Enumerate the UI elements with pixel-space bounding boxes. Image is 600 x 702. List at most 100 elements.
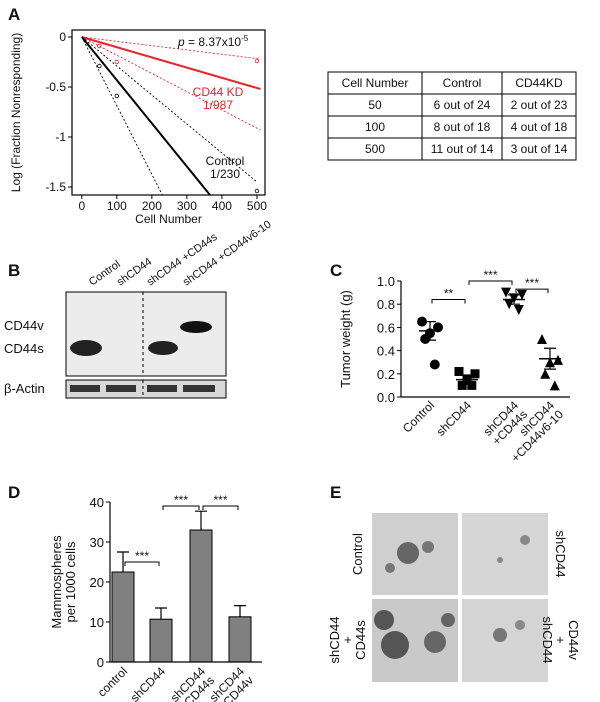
y-tick-label: -0.5 — [45, 80, 66, 94]
x-tick-label: shCD44 — [128, 664, 169, 702]
sphere — [385, 563, 395, 573]
data-point — [470, 369, 480, 379]
bar — [228, 616, 252, 663]
x-tick-label: 0 — [78, 199, 85, 213]
y-tick-label: 0.0 — [377, 390, 395, 405]
error-bar — [508, 294, 520, 305]
data-point — [420, 334, 431, 344]
annotation: p = 8.37x10-5 — [177, 34, 249, 49]
sphere — [374, 610, 394, 630]
band — [183, 385, 215, 392]
panel-label: A — [8, 5, 20, 24]
table-cell: CD44KD — [515, 76, 563, 90]
y-tick-label: 0 — [97, 655, 104, 670]
data-point — [553, 354, 563, 365]
confidence-line — [81, 36, 261, 131]
table-cell: 100 — [365, 120, 385, 134]
image — [462, 513, 548, 595]
significance-bracket — [431, 299, 466, 304]
band — [147, 385, 177, 392]
y-tick-label: 0.2 — [377, 367, 395, 382]
error-bar — [117, 551, 129, 572]
image-label: shCD44 — [327, 617, 342, 664]
data-point — [417, 316, 427, 327]
data-point — [549, 380, 560, 391]
data-point — [254, 188, 260, 194]
sphere — [422, 541, 434, 553]
x-tick-label: 300 — [177, 199, 197, 213]
band-label: β-Actin — [4, 381, 45, 396]
data-point — [454, 366, 464, 376]
table-cell: 4 out of 18 — [511, 120, 568, 134]
data-point — [537, 334, 547, 344]
line-label: CD44 KD — [193, 85, 244, 99]
significance-label: *** — [174, 493, 188, 507]
image — [462, 599, 548, 682]
significance-bracket — [124, 561, 160, 566]
sphere — [515, 620, 525, 630]
sphere — [493, 628, 507, 642]
x-axis-title: Cell Number — [135, 212, 202, 226]
significance-label: ** — [444, 287, 454, 301]
confidence-line — [81, 36, 258, 183]
table-cell: Control — [443, 76, 482, 90]
error-bar — [544, 347, 556, 370]
data-point — [517, 289, 527, 300]
y-tick-label: 20 — [90, 575, 104, 590]
data-point — [97, 43, 102, 49]
table-cell: 500 — [365, 142, 385, 156]
y-tick-label: -1.5 — [45, 180, 66, 194]
y-tick-label: 0.6 — [377, 320, 395, 335]
significance-bracket — [515, 288, 549, 294]
x-tick-label: Control — [400, 398, 437, 435]
fit-line — [81, 36, 211, 195]
image-label: shCD44 — [553, 531, 568, 578]
data-point — [114, 59, 120, 65]
sphere — [441, 613, 455, 627]
band-label: CD44s — [4, 341, 44, 356]
significance-label: *** — [483, 268, 497, 282]
y-tick-label: -1 — [55, 130, 66, 144]
panel-label: C — [330, 261, 342, 280]
band — [70, 385, 100, 392]
sphere — [497, 557, 503, 563]
data-point — [513, 305, 524, 315]
annotation-part: -5 — [241, 34, 249, 43]
blot-frame — [65, 379, 227, 399]
panel-label: D — [8, 483, 20, 502]
error-bar — [155, 607, 167, 620]
y-tick-label: 30 — [90, 535, 104, 550]
data-point — [97, 63, 102, 69]
sphere — [424, 631, 446, 653]
bar — [111, 571, 135, 663]
blot: CD44v CD44s β-Actin — [4, 291, 227, 399]
x-tick-label: 100 — [107, 199, 127, 213]
significance-label: *** — [135, 549, 149, 563]
line-label: Control — [206, 154, 245, 168]
bar — [149, 618, 173, 663]
error-bar — [195, 510, 207, 530]
table-cell: 11 out of 14 — [431, 142, 494, 156]
image-label: + — [553, 636, 568, 644]
x-tick-label: 500 — [247, 199, 267, 213]
band-label: CD44v — [4, 318, 44, 333]
y-axis-title: per 1000 cells — [63, 541, 78, 622]
y-tick-label: 0.4 — [377, 344, 395, 359]
x-tick-label: 200 — [142, 199, 162, 213]
image-label: + — [340, 636, 355, 644]
data-point — [433, 322, 443, 333]
y-tick-label: 1.0 — [377, 274, 395, 289]
y-axis-title: Mammospheres — [49, 535, 64, 629]
data-point — [501, 287, 511, 298]
significance-bracket — [202, 505, 239, 510]
band — [70, 340, 102, 356]
blot-frame — [65, 291, 227, 377]
y-tick-label: 40 — [90, 495, 104, 510]
sphere — [381, 631, 409, 659]
x-tick-label: 400 — [212, 199, 232, 213]
sphere — [397, 542, 419, 564]
data-point — [254, 58, 260, 64]
y-axis-title: Log (Fraction Nonresponding) — [9, 33, 23, 192]
data-point — [540, 368, 551, 379]
